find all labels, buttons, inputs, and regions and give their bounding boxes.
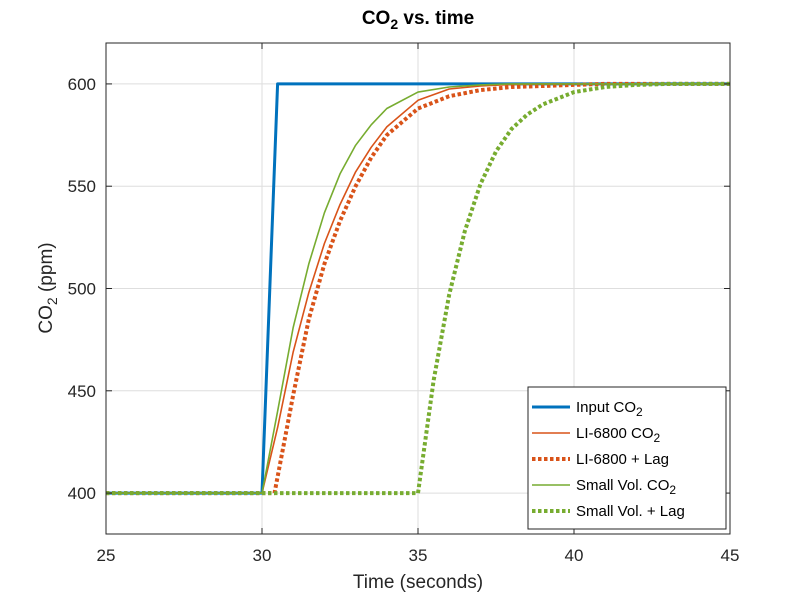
legend-label-2: LI-6800 + Lag (576, 451, 669, 468)
chart-title: CO2 vs. time (362, 8, 474, 32)
x-tick-label: 30 (253, 546, 272, 565)
legend-label-4: Small Vol. + Lag (576, 503, 685, 520)
series-line-4 (106, 81, 730, 496)
x-tick-label: 45 (721, 546, 740, 565)
x-tick-label: 35 (409, 546, 428, 565)
y-axis-label: CO2 (ppm) (36, 242, 60, 333)
y-tick-label: 550 (68, 177, 96, 196)
y-tick-label: 450 (68, 382, 96, 401)
x-axis-label: Time (seconds) (353, 572, 483, 593)
legend: Input CO2 LI-6800 CO2 LI-6800 + Lag Small V… (527, 386, 727, 530)
y-tick-label: 500 (68, 280, 96, 299)
plot-lines (106, 81, 730, 496)
x-tick-label: 25 (97, 546, 116, 565)
y-tick-label: 400 (68, 484, 96, 503)
legend-label-0: Input CO2 (576, 399, 643, 419)
legend-label-3: Small Vol. CO2 (576, 477, 676, 497)
axis-ticks: 25 30 35 40 45 400 450 500 550 600 (68, 43, 740, 565)
x-tick-label: 40 (565, 546, 584, 565)
legend-label-1: LI-6800 CO2 (576, 425, 661, 445)
legend-box (527, 386, 727, 530)
y-tick-label: 600 (68, 75, 96, 94)
